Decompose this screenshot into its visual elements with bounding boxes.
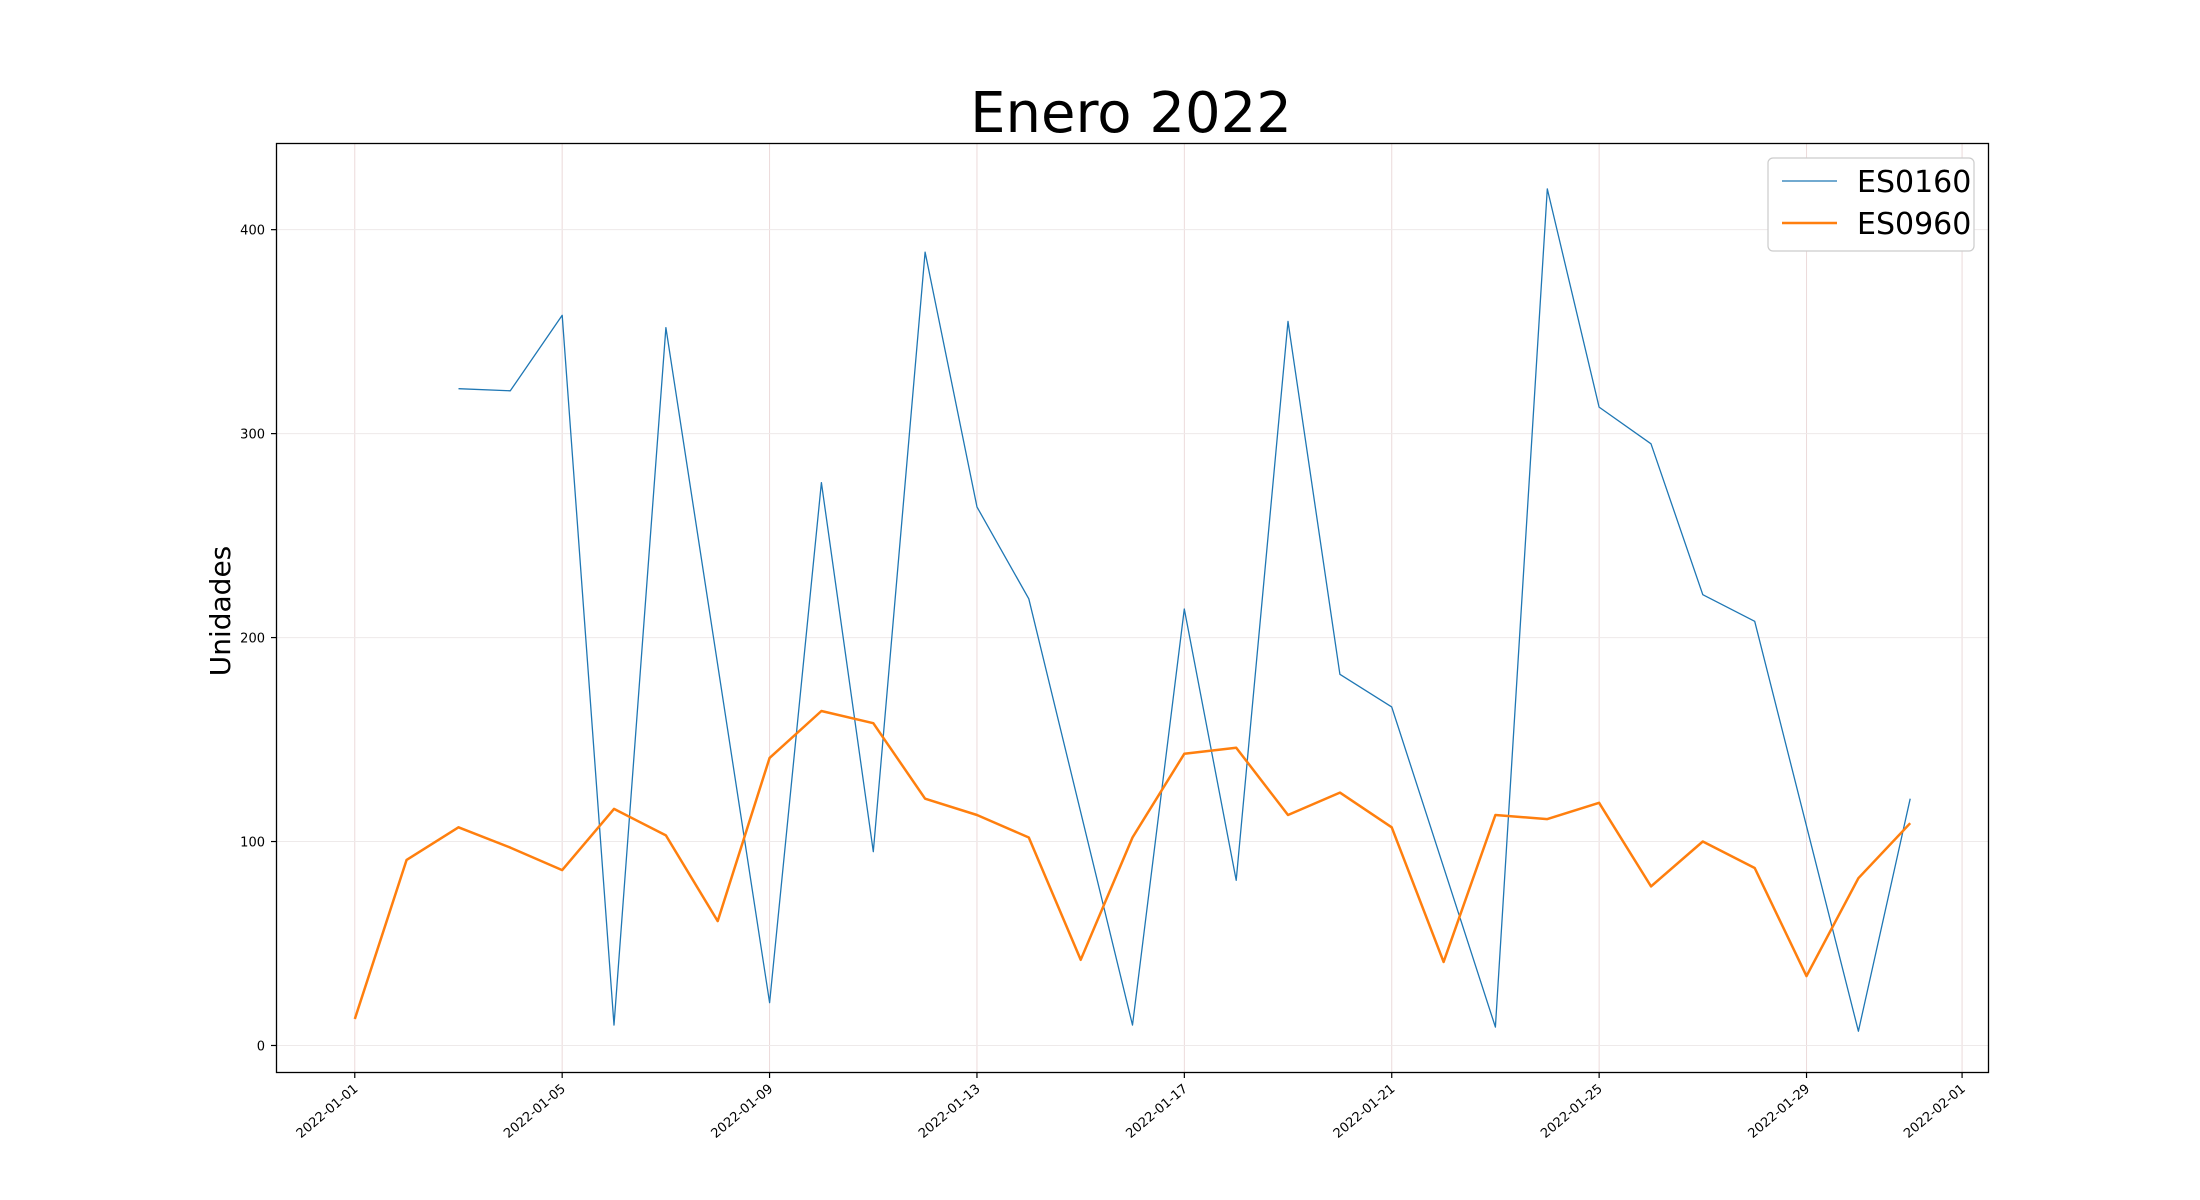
chart-title: Enero 2022 — [970, 81, 1292, 146]
legend-label-es0160: ES0160 — [1857, 165, 1971, 200]
series-lines — [353, 188, 1912, 1032]
legend-label-es0960: ES0960 — [1857, 207, 1971, 242]
plot-frame — [275, 142, 1990, 1074]
y-tick-label: 400 — [240, 224, 265, 239]
y-tick-label: 100 — [240, 836, 265, 851]
y-tick-label: 0 — [257, 1039, 265, 1054]
legend: ES0160 ES0960 — [1767, 157, 1975, 252]
y-tick-label: 200 — [240, 632, 265, 647]
y-axis-label: Unidades — [204, 546, 237, 677]
series-line-es0160 — [458, 188, 1911, 1032]
y-tick-label: 300 — [240, 428, 265, 443]
series-line-es0960 — [353, 709, 1912, 1020]
